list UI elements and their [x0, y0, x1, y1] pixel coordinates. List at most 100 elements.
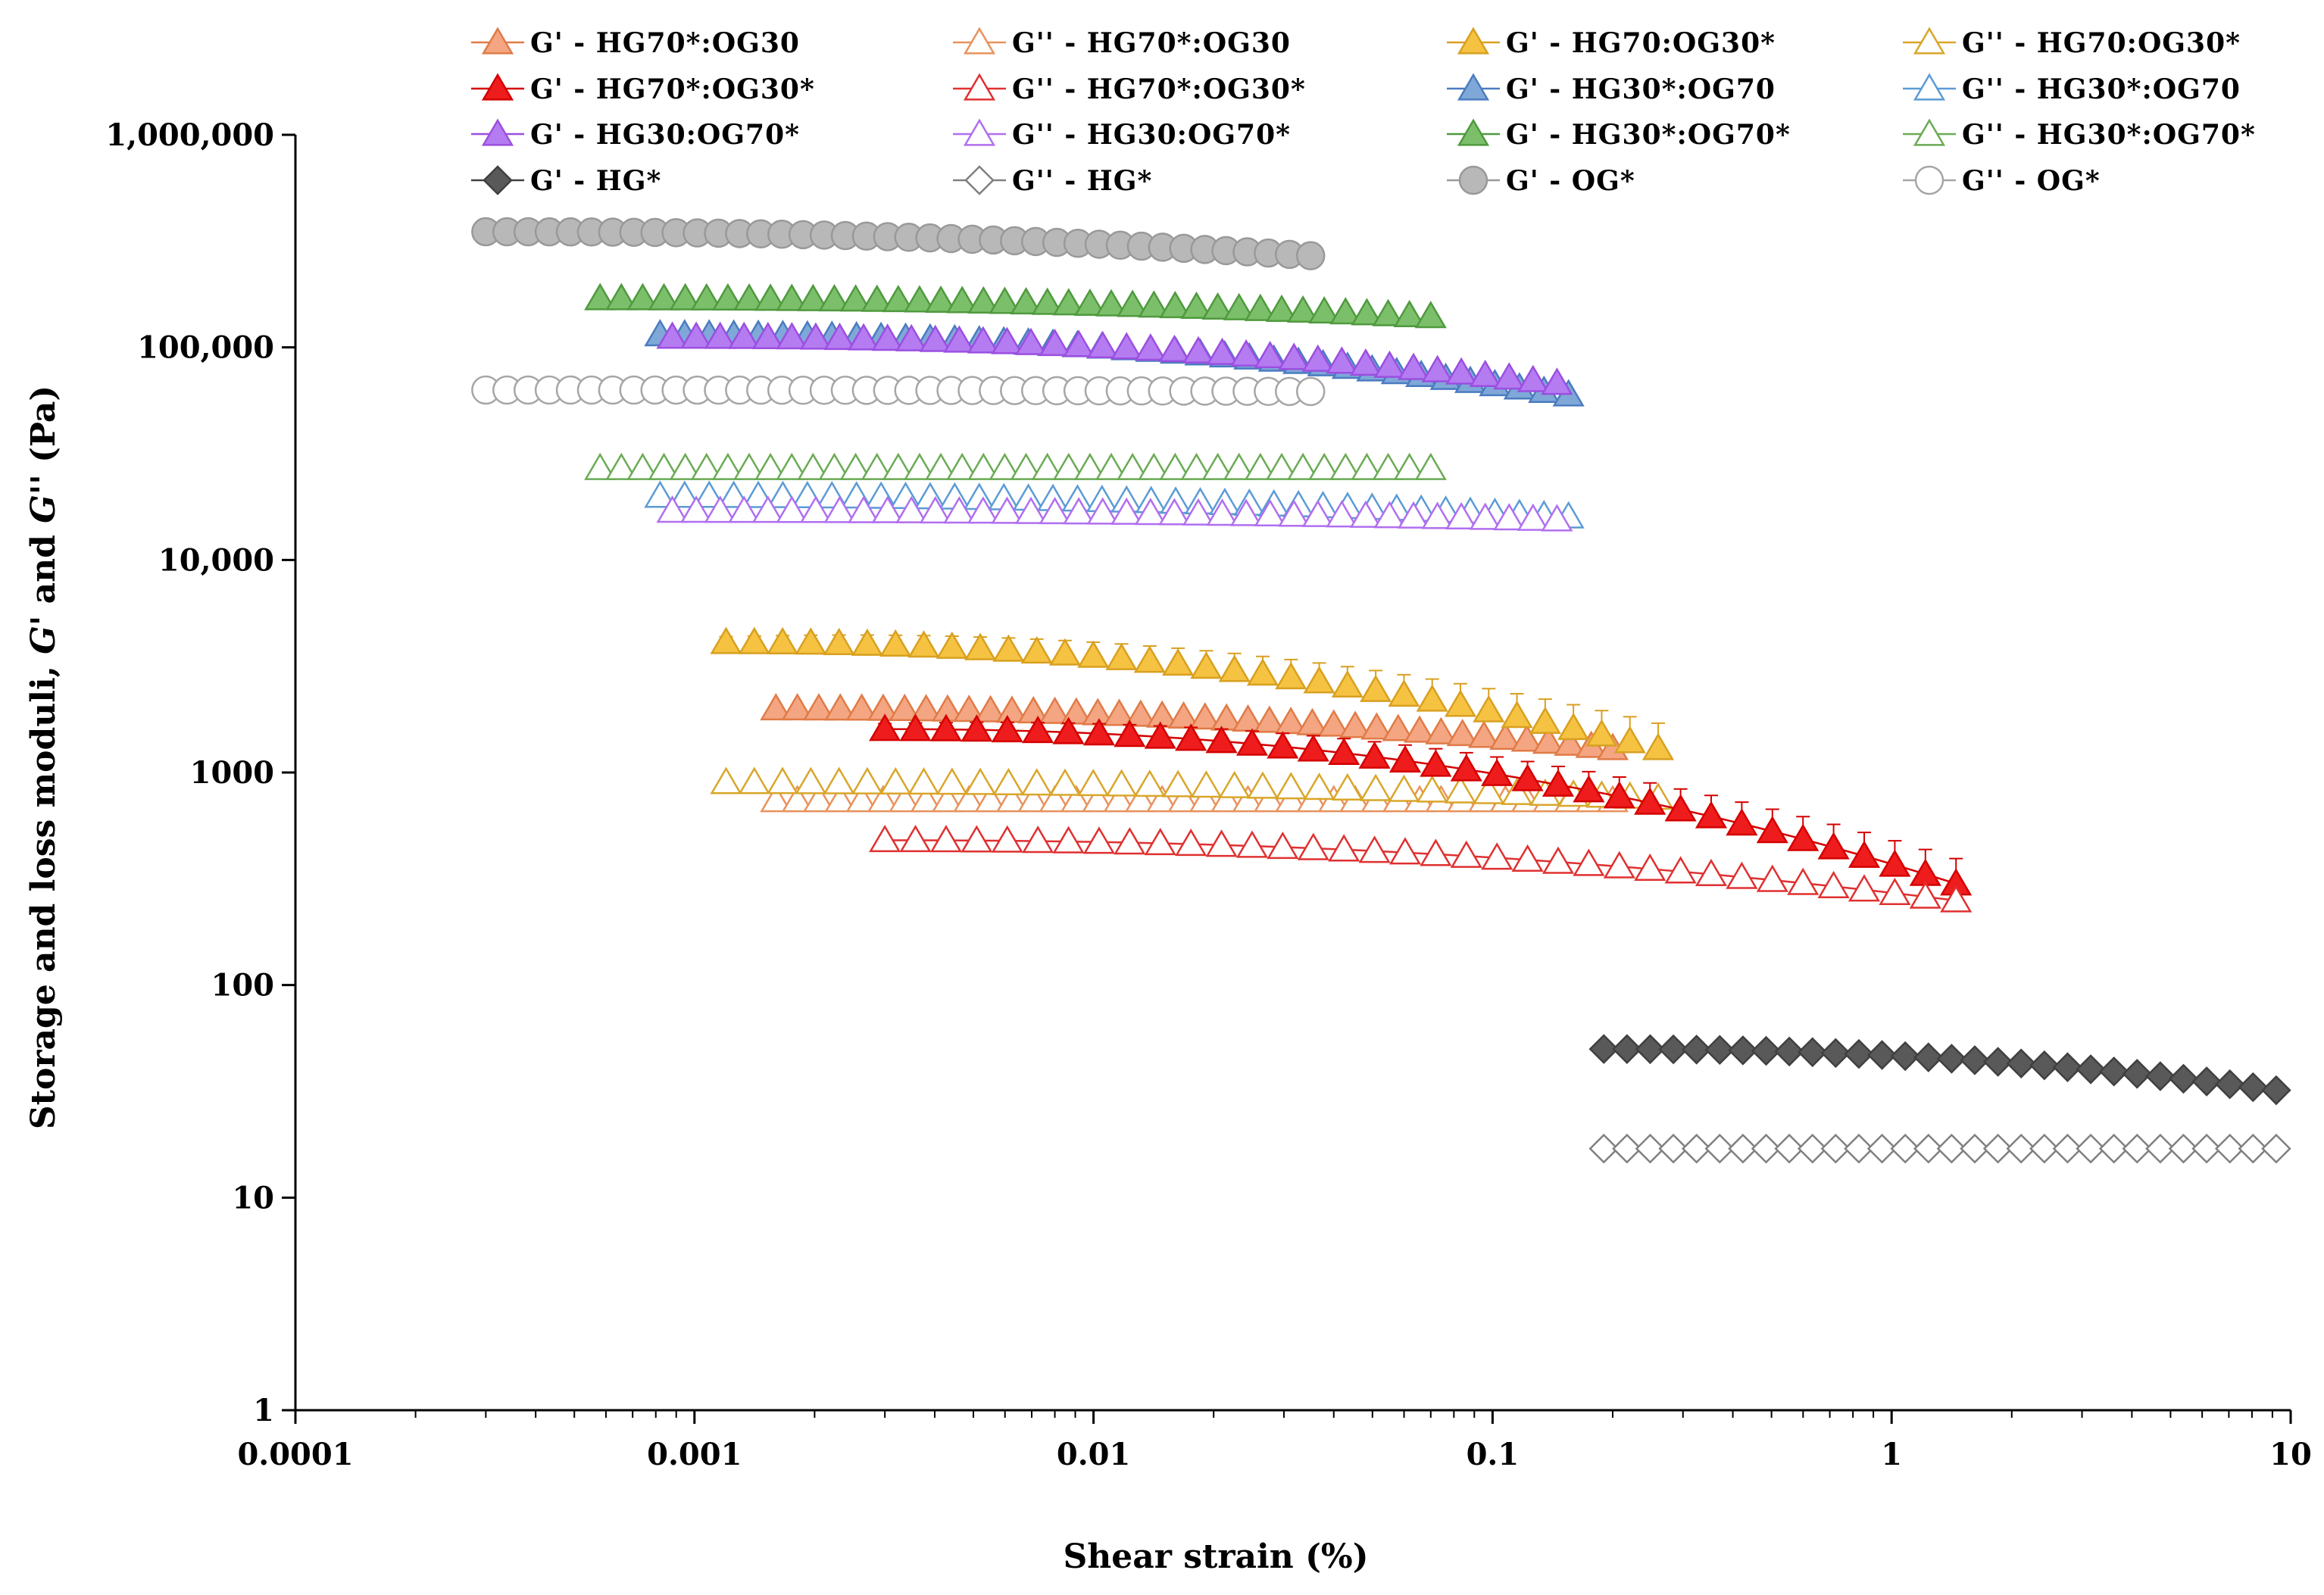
legend-item: G' - HG30*:OG70* [1447, 118, 1791, 151]
data-point [1879, 849, 1911, 877]
data-point [839, 452, 872, 480]
data-point [802, 785, 836, 813]
data-point [605, 452, 638, 480]
data-point [1517, 503, 1549, 531]
data-point [1206, 498, 1239, 526]
y-tick-label: 100 [211, 968, 275, 1004]
data-point [1329, 297, 1362, 325]
data-point [2145, 1133, 2176, 1164]
data-point [1420, 838, 1452, 866]
data-point [1787, 867, 1820, 895]
data-point [961, 825, 993, 853]
data-point [845, 785, 878, 813]
data-point [760, 693, 792, 721]
data-point [895, 323, 928, 351]
data-point [869, 824, 901, 853]
x-tick-label: 0.1 [1467, 1437, 1520, 1472]
data-point [1450, 754, 1482, 782]
data-point [781, 785, 814, 813]
legend-item: G'' - HG70:OG30* [1903, 27, 2240, 59]
data-point [1189, 702, 1221, 730]
data-point [1052, 452, 1085, 480]
series-2 [710, 626, 1675, 760]
data-point [2052, 1133, 2083, 1164]
data-point [1913, 1133, 1944, 1164]
data-point [1205, 829, 1238, 857]
data-point [1940, 885, 1973, 913]
legend-label: G' - HG30*:OG70* [1506, 119, 1791, 151]
data-point [879, 766, 912, 794]
data-point [824, 693, 857, 721]
data-point [861, 284, 893, 312]
data-point [710, 626, 742, 654]
y-axis-title-part: Storage and loss moduli, [24, 654, 63, 1129]
data-point [1105, 769, 1138, 797]
data-point [1189, 785, 1221, 813]
data-point [1382, 713, 1414, 741]
data-point [1287, 452, 1320, 480]
data-point [1913, 1042, 1944, 1072]
legend-marker [1457, 118, 1490, 146]
data-point [1756, 864, 1788, 892]
data-point [882, 452, 914, 480]
legend-item: G' - HG70*:OG30 [471, 27, 799, 59]
data-point [1444, 689, 1477, 717]
data-point [1110, 332, 1143, 360]
data-point [1817, 870, 1850, 898]
legend-label: G' - HG30:OG70* [530, 119, 800, 151]
data-point [1612, 1034, 1642, 1064]
data-point [824, 785, 857, 813]
data-point [907, 767, 940, 795]
legend-item: G' - HG70*:OG30* [471, 73, 814, 105]
data-point [1446, 719, 1479, 747]
data-point [1450, 840, 1482, 868]
data-point [1039, 696, 1071, 724]
data-point [1331, 773, 1363, 801]
data-point [1103, 785, 1135, 813]
data-point [1275, 662, 1307, 690]
data-point [823, 627, 855, 656]
data-point [1360, 773, 1392, 801]
legend-label: G'' - HG* [1012, 165, 1152, 197]
data-point [1351, 298, 1383, 326]
data-point [1303, 772, 1335, 801]
data-point [669, 452, 701, 480]
data-point [1308, 452, 1341, 480]
data-point [1095, 289, 1128, 317]
data-point [1360, 674, 1392, 702]
y-tick-label: 100,000 [137, 330, 274, 366]
data-point [1358, 835, 1391, 863]
data-point [2191, 1066, 2222, 1097]
data-point [760, 785, 792, 813]
data-point [1254, 341, 1286, 369]
data-point [903, 285, 936, 313]
data-point [711, 452, 744, 480]
data-point [1328, 737, 1360, 765]
data-point [754, 452, 787, 480]
data-point [1573, 775, 1605, 803]
data-point [710, 766, 742, 794]
data-point [2238, 1072, 2269, 1103]
data-point [991, 714, 1023, 743]
data-point [2076, 1054, 2106, 1085]
data-point [1246, 658, 1279, 686]
legend-marker [1913, 27, 1946, 55]
series-11 [584, 452, 1447, 480]
data-point [1095, 452, 1128, 480]
data-point [964, 632, 997, 660]
data-point [953, 785, 986, 813]
plot-area [471, 217, 2291, 1164]
data-point [2238, 1133, 2269, 1164]
data-point [1373, 350, 1406, 378]
data-point [845, 693, 878, 721]
y-axis-title-part: (Pa) [24, 385, 63, 474]
data-point [717, 480, 750, 508]
data-point [1529, 706, 1561, 735]
data-point [605, 282, 638, 311]
data-point [690, 282, 723, 311]
data-point [1681, 1133, 1712, 1164]
data-point [1210, 785, 1243, 813]
data-point [1373, 501, 1406, 529]
data-point [931, 785, 964, 813]
data-point [2076, 1133, 2106, 1164]
